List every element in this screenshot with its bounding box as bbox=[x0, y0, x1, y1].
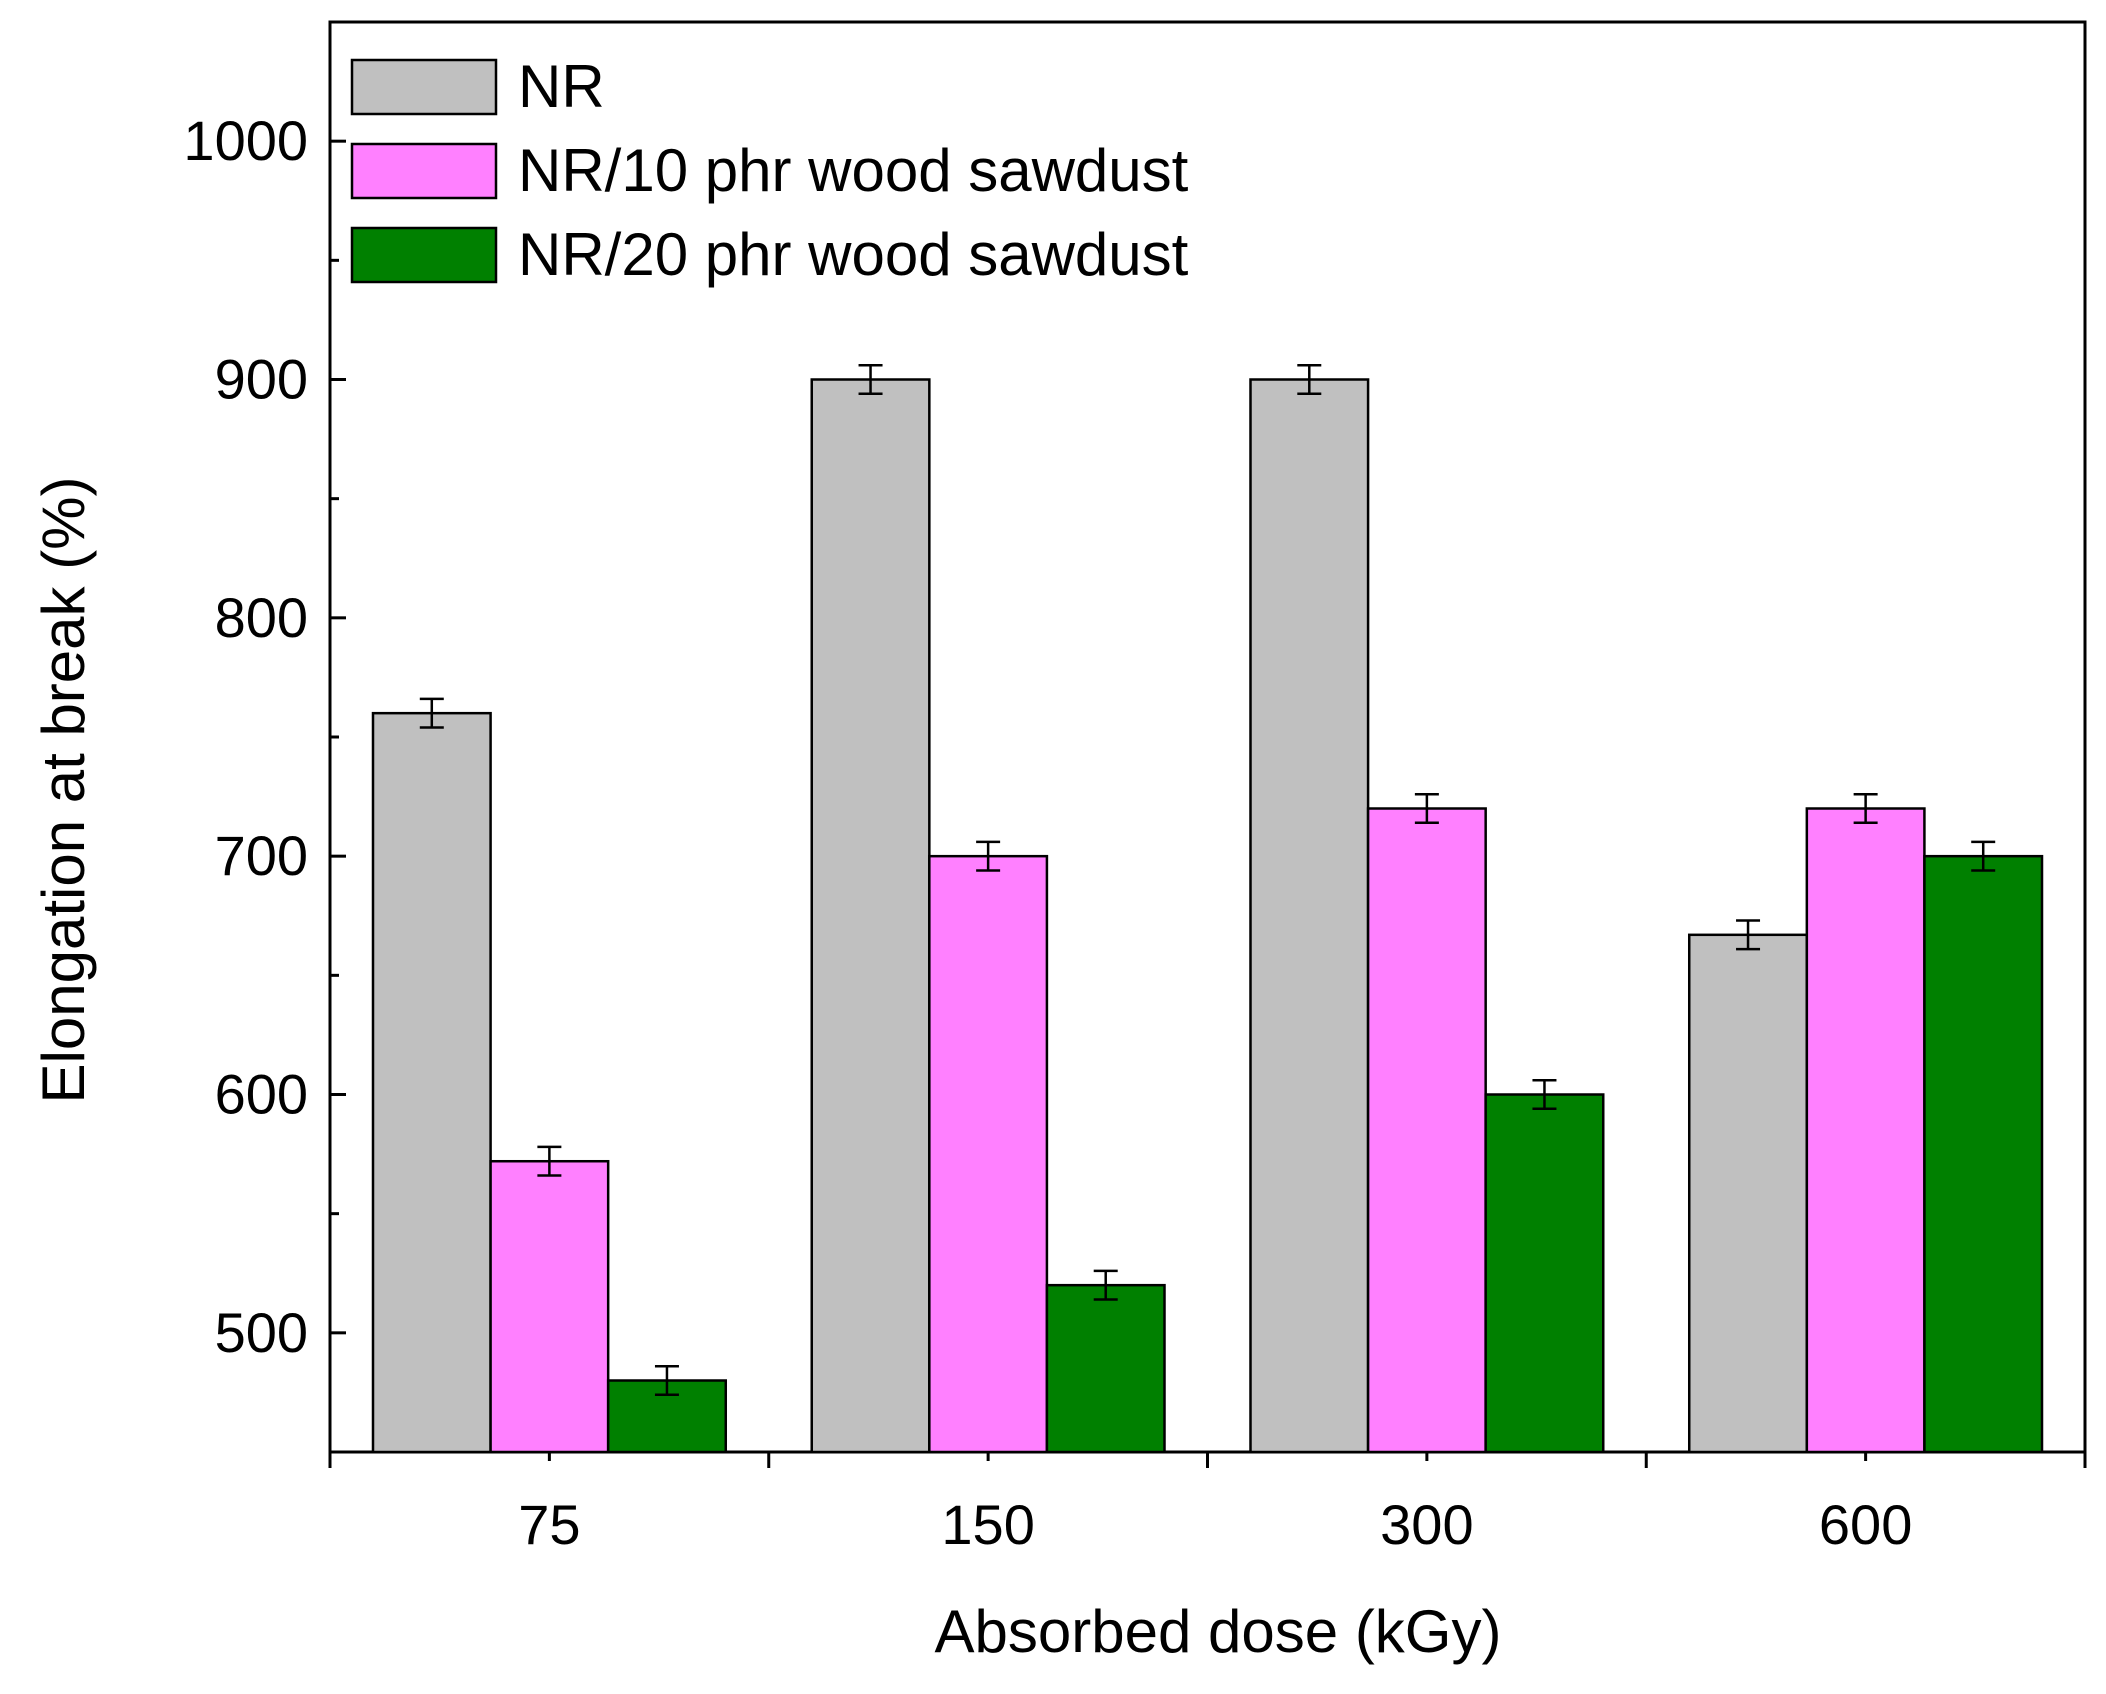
legend-swatch bbox=[350, 142, 498, 200]
x-tick-label: 300 bbox=[1380, 1493, 1473, 1556]
y-tick-label: 700 bbox=[215, 824, 308, 887]
legend-swatch bbox=[350, 226, 498, 284]
bar bbox=[1687, 933, 1809, 1454]
x-tick-label: 600 bbox=[1819, 1493, 1912, 1556]
y-tick-label: 800 bbox=[215, 586, 308, 649]
bar bbox=[1923, 854, 2044, 1454]
legend-swatch bbox=[350, 58, 498, 116]
legend: NR NR/10 phr wood sawdust NR/20 phr wood s… bbox=[350, 53, 1189, 288]
bar bbox=[928, 854, 1049, 1454]
bar bbox=[1045, 1283, 1166, 1454]
x-tick-label: 75 bbox=[518, 1493, 580, 1556]
y-tick-label: 900 bbox=[215, 348, 308, 411]
y-tick-label: 600 bbox=[215, 1063, 308, 1126]
y-tick-label: 500 bbox=[215, 1301, 308, 1364]
x-axis: 75 150 300 600 bbox=[328, 1452, 2087, 1556]
x-axis-label: Absorbed dose (kGy) bbox=[935, 1598, 1502, 1665]
bar bbox=[1249, 378, 1370, 1454]
y-tick-label: 1000 bbox=[183, 109, 308, 172]
legend-label: NR/10 phr wood sawdust bbox=[518, 137, 1189, 204]
bar bbox=[1805, 807, 1926, 1454]
error-bars-layer bbox=[419, 363, 1996, 1397]
bar bbox=[1484, 1093, 1605, 1454]
bar bbox=[1366, 807, 1487, 1454]
y-axis: 500 600 700 800 900 1000 bbox=[183, 20, 346, 1454]
bar bbox=[371, 711, 492, 1454]
bar bbox=[810, 378, 931, 1454]
y-axis-label: Elongation at break (%) bbox=[30, 476, 97, 1103]
bars-layer bbox=[371, 378, 2044, 1454]
x-tick-label: 150 bbox=[941, 1493, 1034, 1556]
bar bbox=[489, 1159, 610, 1454]
legend-label: NR/20 phr wood sawdust bbox=[518, 221, 1189, 288]
legend-label: NR bbox=[518, 53, 605, 120]
